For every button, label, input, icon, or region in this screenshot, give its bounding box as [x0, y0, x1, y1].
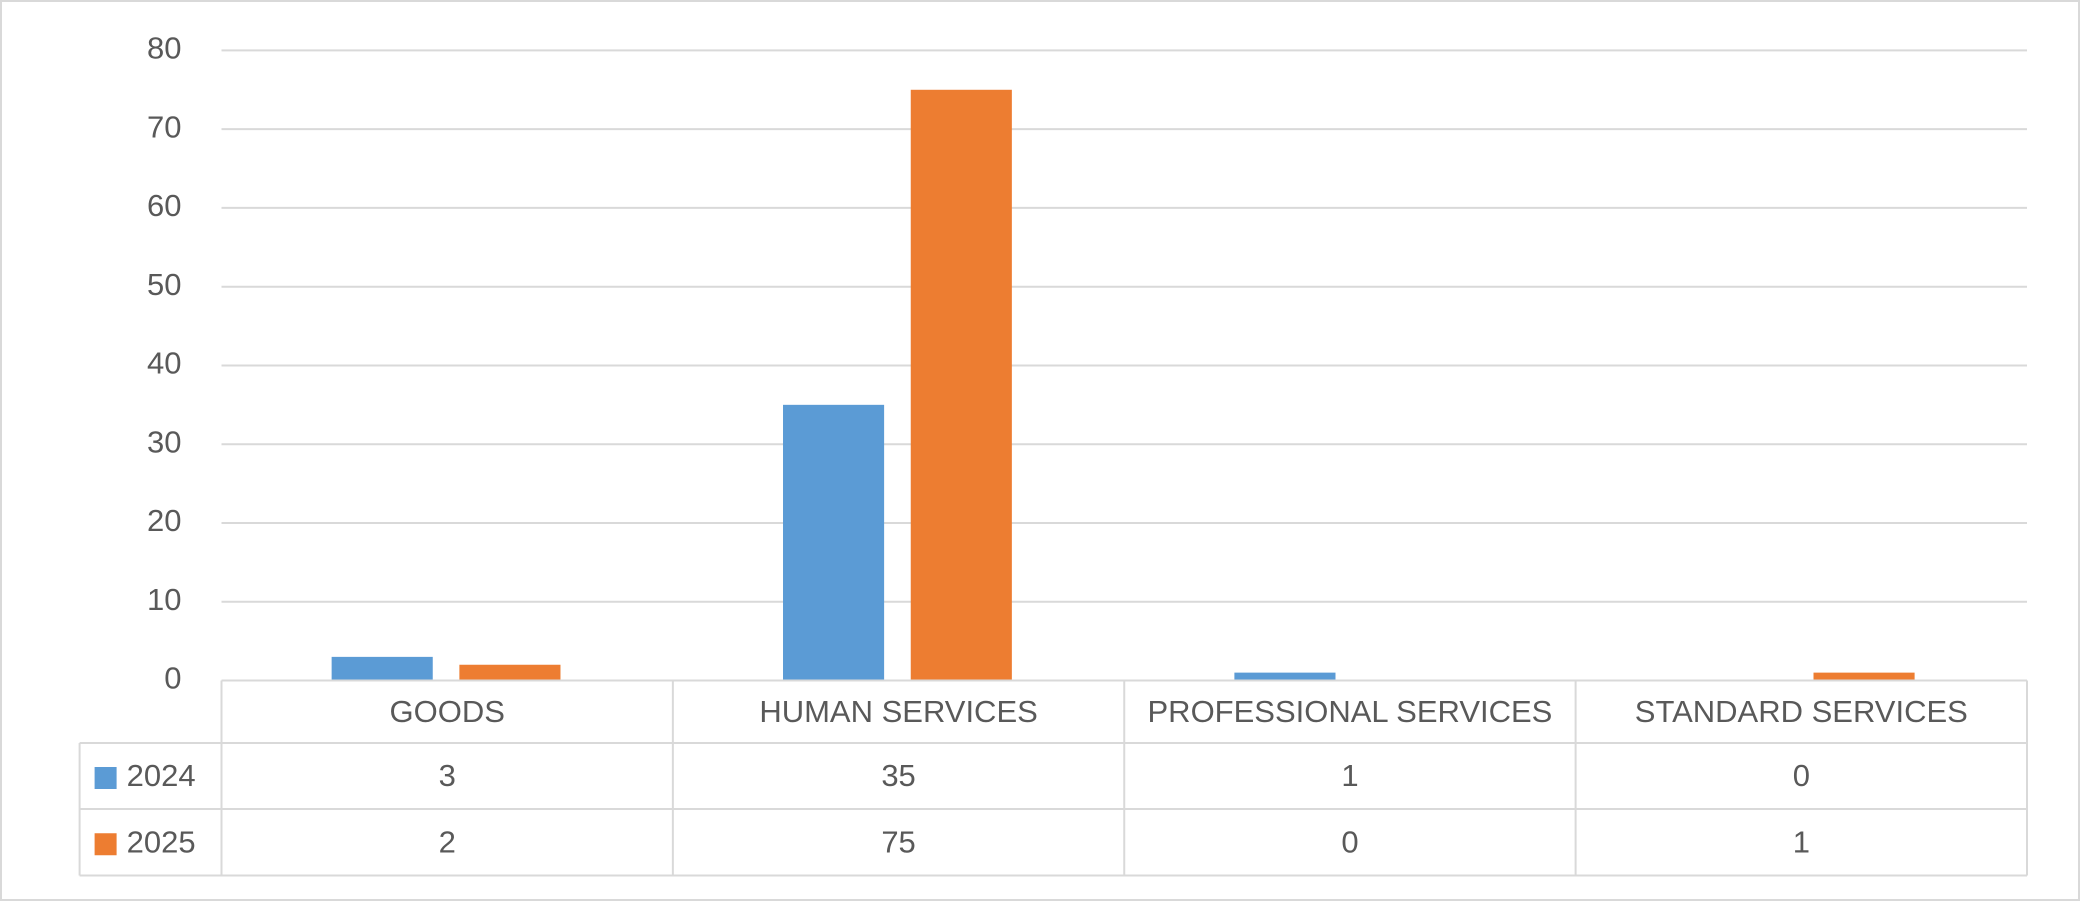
- legend-label: 2025: [127, 824, 196, 859]
- bar: [331, 656, 433, 681]
- y-tick-label: 80: [147, 31, 181, 66]
- x-tick-label: GOODS: [389, 694, 504, 729]
- bar: [459, 664, 561, 681]
- legend-key: [94, 767, 117, 789]
- table-value: 75: [881, 824, 915, 859]
- legend-label: 2024: [127, 758, 196, 793]
- y-tick-label: 70: [147, 109, 181, 144]
- bar: [1813, 672, 1915, 681]
- y-tick-label: 10: [147, 582, 181, 617]
- bar: [1234, 672, 1336, 681]
- y-tick-label: 30: [147, 424, 181, 459]
- x-tick-label: HUMAN SERVICES: [759, 694, 1038, 729]
- table-value: 0: [1341, 824, 1358, 859]
- y-tick-label: 40: [147, 346, 181, 381]
- x-tick-label: PROFESSIONAL SERVICES: [1148, 694, 1553, 729]
- table-value: 3: [439, 758, 456, 793]
- table-value: 1: [1341, 758, 1358, 793]
- x-tick-label: STANDARD SERVICES: [1635, 694, 1968, 729]
- legend-key: [94, 833, 117, 856]
- y-tick-label: 60: [147, 188, 181, 223]
- table-value: 35: [881, 758, 915, 793]
- table-value: 1: [1793, 824, 1810, 859]
- y-tick-label: 50: [147, 267, 181, 302]
- bar: [783, 404, 885, 681]
- table-value: 0: [1793, 758, 1810, 793]
- y-tick-label: 0: [164, 661, 181, 696]
- table-value: 2: [439, 824, 456, 859]
- y-tick-label: 20: [147, 503, 181, 538]
- bar: [910, 89, 1012, 681]
